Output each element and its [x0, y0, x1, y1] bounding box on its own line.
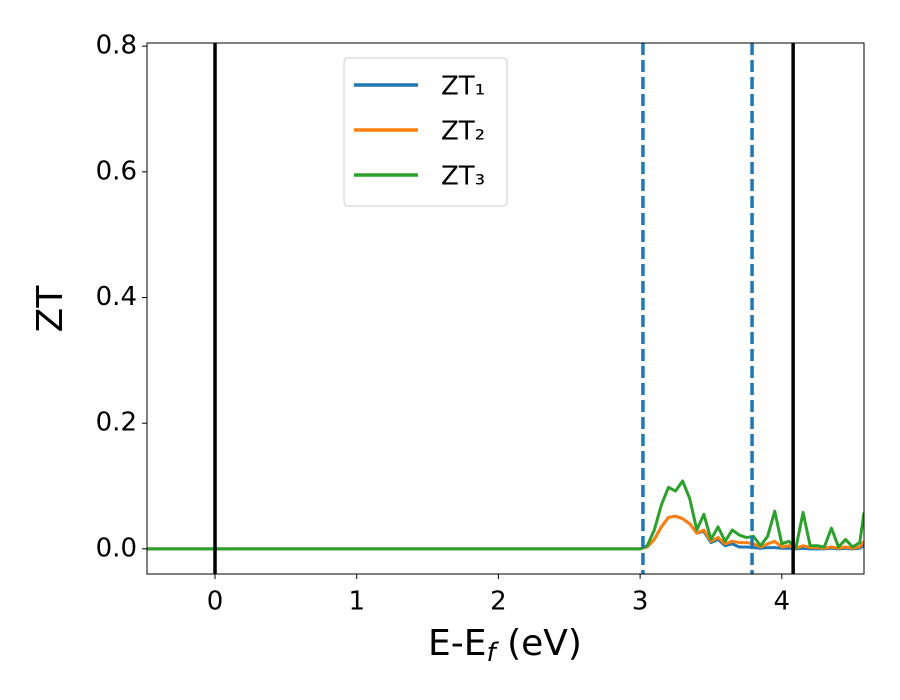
axes-frame	[146, 42, 865, 575]
x-tick-label: 2	[490, 587, 507, 617]
y-tick-label: 0.0	[96, 533, 137, 563]
y-tick-label: 0.6	[96, 156, 137, 186]
legend-label: ZT₃	[441, 162, 485, 192]
legend-box	[343, 57, 508, 207]
y-axis-label: ZT	[30, 285, 71, 333]
y-tick-label: 0.2	[96, 408, 137, 438]
legend-label: ZT₂	[441, 117, 485, 147]
legend-label: ZT₁	[441, 72, 485, 102]
series-line	[147, 514, 864, 551]
x-tick-label: 1	[348, 587, 365, 617]
y-tick-label: 0.8	[96, 31, 137, 61]
plot-area	[147, 43, 864, 574]
x-tick-label: 4	[774, 587, 791, 617]
x-tick-label: 3	[632, 587, 649, 617]
y-tick-label: 0.4	[96, 282, 137, 312]
series-line	[147, 479, 864, 551]
x-axis-label: E-Ef (eV)	[428, 623, 582, 668]
x-tick-label: 0	[207, 587, 224, 617]
